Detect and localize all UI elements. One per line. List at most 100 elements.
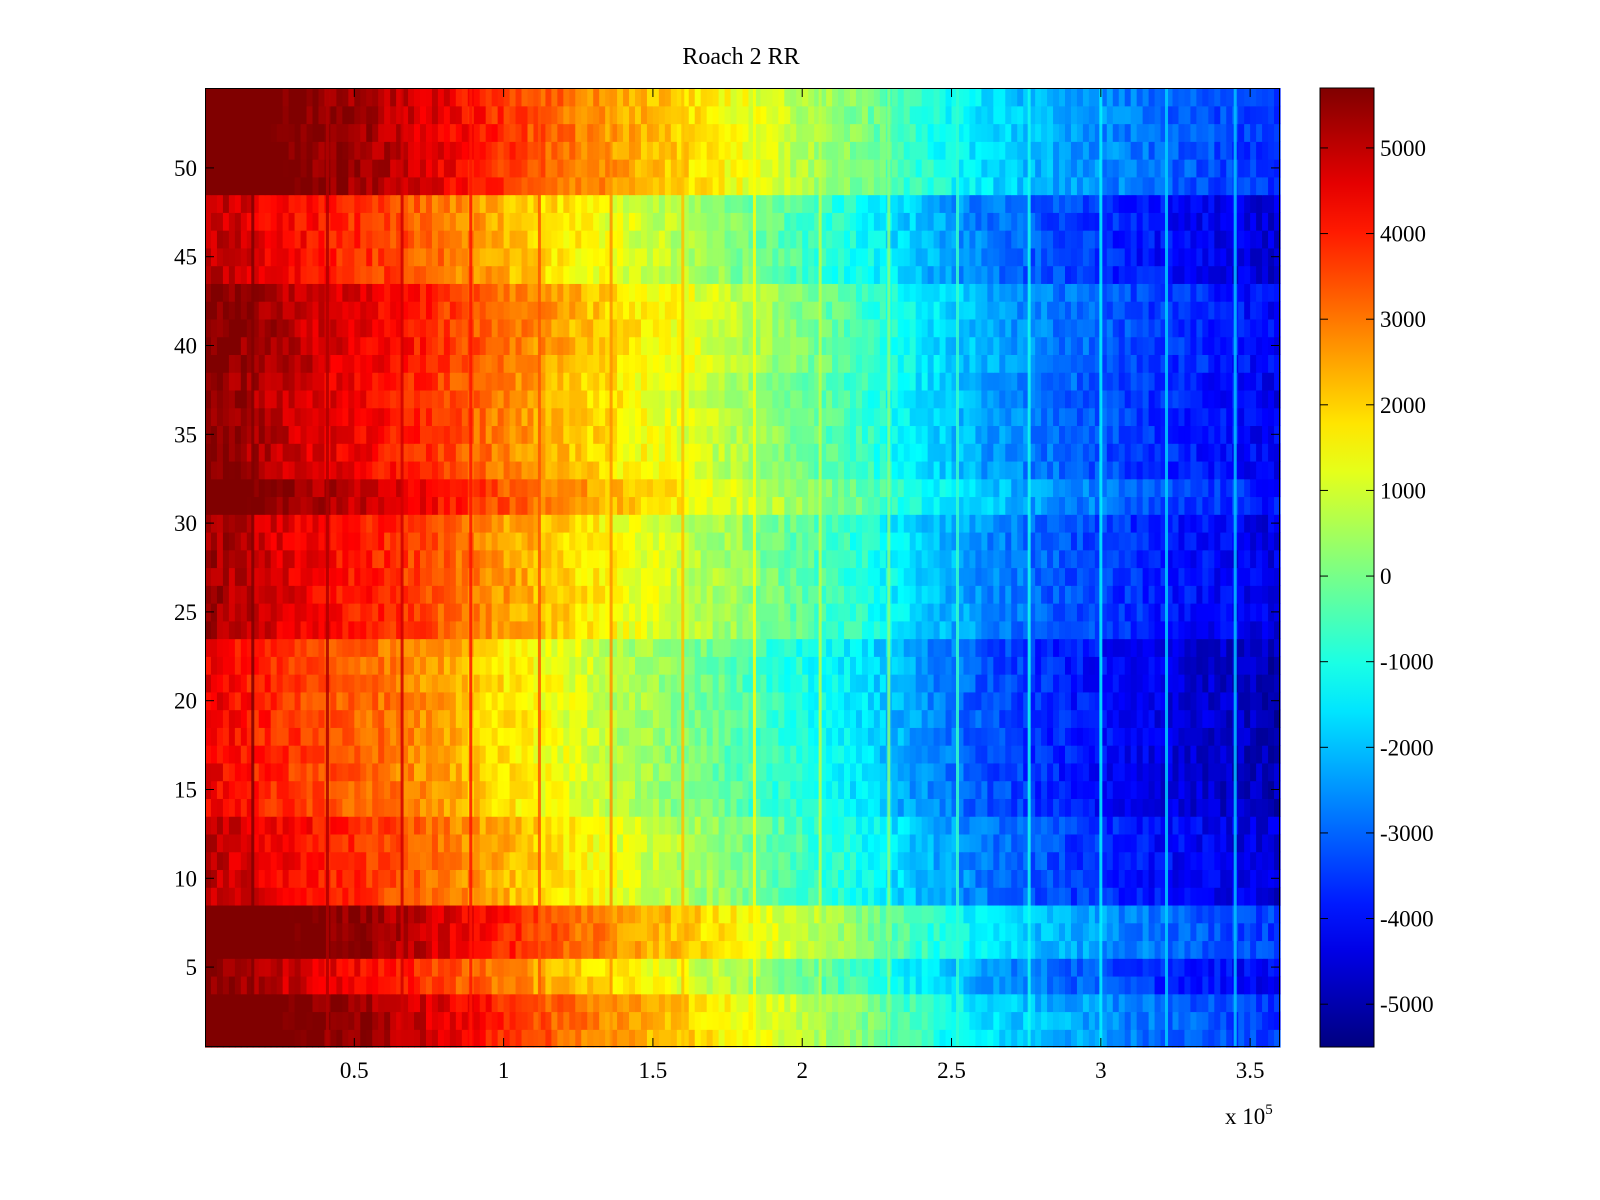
heatmap-cell bbox=[814, 869, 821, 888]
heatmap-cell bbox=[599, 549, 606, 569]
heatmap-cell bbox=[1136, 798, 1144, 817]
heatmap-cell bbox=[1047, 1029, 1054, 1048]
heatmap-cell bbox=[342, 709, 349, 728]
heatmap-cell bbox=[240, 975, 248, 995]
heatmap-cell bbox=[1274, 1029, 1281, 1048]
heatmap-cell bbox=[909, 1011, 917, 1030]
heatmap-cell bbox=[975, 958, 982, 977]
heatmap-cell bbox=[1005, 709, 1012, 728]
heatmap-cell bbox=[844, 620, 851, 640]
heatmap-cell bbox=[1238, 638, 1245, 657]
heatmap-cell bbox=[372, 975, 379, 995]
heatmap-cell bbox=[1238, 780, 1245, 799]
heatmap-cell bbox=[455, 691, 463, 711]
heatmap-cell bbox=[712, 922, 720, 942]
heatmap-cell bbox=[1118, 816, 1126, 835]
heatmap-cell bbox=[999, 691, 1006, 711]
heatmap-cell bbox=[306, 780, 314, 799]
heatmap-cell bbox=[342, 585, 349, 604]
heatmap-cell bbox=[228, 975, 236, 995]
heatmap-cell bbox=[1148, 780, 1156, 799]
heatmap-cell bbox=[676, 620, 684, 640]
heatmap-cell bbox=[670, 691, 678, 711]
heatmap-cell bbox=[987, 833, 994, 853]
heatmap-cell bbox=[927, 709, 935, 728]
heatmap-cell bbox=[993, 833, 1000, 853]
heatmap-cell bbox=[903, 993, 911, 1013]
heatmap-cell bbox=[802, 922, 809, 942]
heatmap-cell bbox=[503, 638, 511, 657]
heatmap-cell bbox=[533, 887, 541, 906]
heatmap-cell bbox=[1262, 585, 1269, 604]
heatmap-cell bbox=[730, 1029, 738, 1048]
heatmap-cell bbox=[449, 940, 457, 959]
heatmap-cell bbox=[652, 638, 660, 657]
heatmap-cell bbox=[987, 922, 994, 942]
heatmap-cell bbox=[1124, 975, 1132, 995]
heatmap-cell bbox=[222, 745, 230, 764]
heatmap-cell bbox=[390, 709, 397, 728]
heatmap-cell bbox=[294, 780, 302, 799]
heatmap-cell bbox=[1238, 833, 1245, 853]
heatmap-cell bbox=[1106, 638, 1114, 657]
heatmap-cell bbox=[1035, 993, 1042, 1013]
heatmap-cell bbox=[527, 975, 535, 995]
heatmap-cell bbox=[921, 940, 929, 959]
heatmap-cell bbox=[497, 567, 505, 586]
heatmap-cell bbox=[210, 816, 218, 835]
heatmap-cell bbox=[999, 620, 1006, 640]
heatmap-cell bbox=[1130, 833, 1138, 853]
heatmap-cell bbox=[909, 709, 917, 728]
heatmap-cell bbox=[778, 833, 785, 853]
heatmap-cell bbox=[318, 691, 326, 711]
heatmap-cell bbox=[557, 887, 564, 906]
heatmap-cell bbox=[270, 567, 278, 586]
heatmap-cell bbox=[891, 727, 899, 746]
heatmap-cell bbox=[1136, 780, 1144, 799]
heatmap-cell bbox=[330, 993, 337, 1013]
heatmap-cell bbox=[832, 656, 839, 675]
heatmap-cell bbox=[533, 798, 541, 817]
heatmap-cell bbox=[491, 780, 499, 799]
heatmap-cell bbox=[306, 603, 314, 622]
heatmap-cell bbox=[1202, 656, 1209, 675]
heatmap-cell bbox=[240, 674, 248, 693]
heatmap-cell bbox=[891, 762, 899, 782]
heatmap-cell bbox=[414, 1029, 421, 1048]
heatmap-cell bbox=[563, 585, 570, 604]
heatmap-cell bbox=[216, 1029, 224, 1048]
heatmap-cell bbox=[599, 727, 606, 746]
heatmap-cell bbox=[587, 993, 594, 1013]
heatmap-cell bbox=[844, 869, 851, 888]
heatmap-cell bbox=[975, 567, 982, 586]
heatmap-cell bbox=[521, 851, 529, 871]
heatmap-cell bbox=[258, 762, 266, 782]
heatmap-cell bbox=[999, 638, 1006, 657]
heatmap-cell bbox=[897, 993, 905, 1013]
heatmap-cell bbox=[348, 940, 355, 959]
heatmap-cell bbox=[378, 833, 385, 853]
heatmap-cell bbox=[1154, 1011, 1162, 1030]
heatmap-cell bbox=[676, 993, 684, 1013]
heatmap-cell bbox=[1041, 887, 1048, 906]
heatmap-cell bbox=[1250, 993, 1257, 1013]
heatmap-cell bbox=[372, 958, 379, 977]
heatmap-cell bbox=[623, 549, 630, 569]
heatmap-cell bbox=[312, 674, 320, 693]
heatmap-cell bbox=[867, 993, 875, 1013]
heatmap-cell bbox=[867, 816, 875, 835]
heatmap-cell bbox=[957, 993, 965, 1013]
heatmap-cell bbox=[730, 691, 738, 711]
heatmap-cell bbox=[1154, 833, 1162, 853]
heatmap-cell bbox=[772, 833, 779, 853]
heatmap-cell bbox=[1262, 745, 1269, 764]
heatmap-cell bbox=[1178, 656, 1186, 675]
heatmap-cell bbox=[832, 674, 839, 693]
heatmap-cell bbox=[318, 620, 326, 640]
heatmap-cell bbox=[300, 798, 308, 817]
heatmap-cell bbox=[282, 727, 290, 746]
heatmap-cell bbox=[1208, 904, 1215, 924]
heatmap-cell bbox=[1250, 638, 1257, 657]
heatmap-cell bbox=[294, 762, 302, 782]
heatmap-cell bbox=[336, 567, 343, 586]
